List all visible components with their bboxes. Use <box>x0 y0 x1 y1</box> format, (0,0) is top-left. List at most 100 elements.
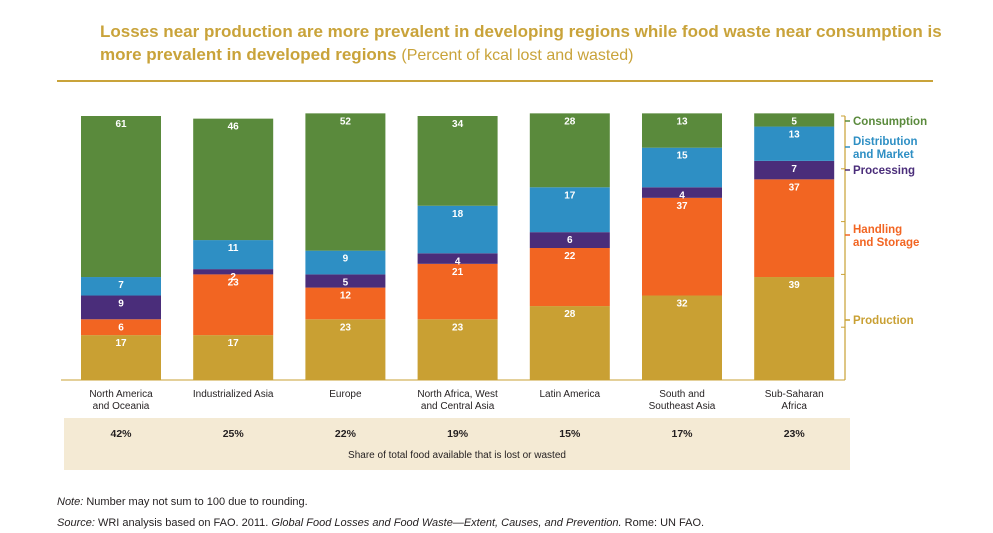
category-label-3: North Africa, West and Central Asia <box>417 389 498 412</box>
legend-processing: Processing <box>853 165 915 177</box>
data-label-processing-5: 4 <box>679 190 685 201</box>
note-prefix: Note: <box>57 496 84 508</box>
bar-processing-1 <box>193 269 274 275</box>
category-label-line: North America <box>89 389 153 400</box>
source-text-2: Rome: UN FAO. <box>621 517 705 529</box>
bar-consumption-2 <box>305 113 386 251</box>
data-label-processing-6: 7 <box>791 164 797 175</box>
bar-distribution-and-market-4 <box>529 187 610 233</box>
data-label-consumption-3: 34 <box>452 119 464 130</box>
data-label-production-1: 17 <box>228 338 240 349</box>
data-label-distribution-and-market-2: 9 <box>343 254 349 265</box>
source-publication: Global Food Losses and Food Waste—Extent… <box>271 517 622 529</box>
chart-subtitle: (Percent of kcal lost and wasted) <box>401 47 634 64</box>
bar-distribution-and-market-5 <box>642 147 722 188</box>
share-value-5: 17% <box>671 428 693 440</box>
share-value-1: 25% <box>223 428 245 440</box>
bar-processing-6 <box>754 160 835 180</box>
data-label-distribution-and-market-3: 18 <box>452 209 464 220</box>
data-label-consumption-1: 46 <box>228 122 240 133</box>
data-label-handling-and-storage-2: 12 <box>340 291 352 302</box>
legend-consumption: Consumption <box>853 116 927 128</box>
bar-production-6 <box>754 277 835 380</box>
title-rule <box>57 80 933 82</box>
bar-distribution-and-market-6 <box>754 126 835 161</box>
data-label-processing-1: 2 <box>230 272 236 283</box>
bar-handling-and-storage-1 <box>193 274 274 336</box>
legend-line: Production <box>853 315 914 327</box>
share-band <box>64 418 850 470</box>
bar-distribution-and-market-2 <box>305 250 386 275</box>
legend-handling-and-storage: Handling and Storage <box>853 224 919 249</box>
data-label-production-5: 32 <box>676 299 688 310</box>
data-label-handling-and-storage-0: 6 <box>118 322 124 333</box>
bar-distribution-and-market-0 <box>81 277 161 296</box>
note: Note: Number may not sum to 100 due to r… <box>57 496 308 508</box>
source-prefix: Source: <box>57 517 95 529</box>
category-label-line: and Oceania <box>93 401 150 412</box>
bar-handling-and-storage-2 <box>305 287 386 320</box>
category-label-2: Europe <box>329 389 362 400</box>
legend-line: and Market <box>853 149 914 161</box>
bar-handling-and-storage-4 <box>529 248 610 307</box>
bar-handling-and-storage-6 <box>754 179 835 278</box>
category-label-5: South and Southeast Asia <box>649 389 716 412</box>
category-label-line: Southeast Asia <box>649 401 716 412</box>
bar-production-2 <box>305 319 386 380</box>
bar-distribution-and-market-1 <box>193 240 274 270</box>
data-label-consumption-6: 5 <box>791 116 797 127</box>
share-value-3: 19% <box>447 428 469 440</box>
bar-production-5 <box>642 295 722 380</box>
data-label-distribution-and-market-1: 11 <box>228 243 239 254</box>
legend-line: Processing <box>853 165 915 177</box>
category-label-4: Latin America <box>540 389 601 400</box>
data-label-handling-and-storage-1: 23 <box>228 277 240 288</box>
data-label-processing-4: 6 <box>567 235 573 246</box>
data-label-production-2: 23 <box>340 322 352 333</box>
data-label-distribution-and-market-4: 17 <box>564 190 576 201</box>
data-label-consumption-0: 61 <box>115 119 127 130</box>
share-label: Share of total food available that is lo… <box>348 450 566 461</box>
share-value-4: 15% <box>559 428 581 440</box>
share-value-0: 42% <box>110 428 132 440</box>
data-label-distribution-and-market-6: 13 <box>789 130 801 141</box>
data-label-production-3: 23 <box>452 322 464 333</box>
share-value-6: 23% <box>784 428 806 440</box>
share-value-2: 22% <box>335 428 357 440</box>
data-label-production-4: 28 <box>564 309 576 320</box>
category-label-line: Africa <box>781 401 807 412</box>
source: Source: WRI analysis based on FAO. 2011.… <box>57 517 704 529</box>
bar-handling-and-storage-3 <box>417 263 498 320</box>
data-label-distribution-and-market-0: 7 <box>118 280 124 291</box>
chart-title: Losses near production are more prevalen… <box>100 20 960 67</box>
data-label-handling-and-storage-6: 37 <box>789 182 801 193</box>
bar-consumption-3 <box>417 116 498 206</box>
data-label-processing-0: 9 <box>118 299 124 310</box>
bar-consumption-5 <box>642 113 722 148</box>
bar-processing-2 <box>305 274 386 288</box>
source-text-1: WRI analysis based on FAO. 2011. <box>94 517 272 529</box>
data-label-consumption-2: 52 <box>340 116 352 127</box>
data-label-distribution-and-market-5: 15 <box>676 151 688 162</box>
category-label-line: Europe <box>329 389 362 400</box>
legend-distribution-and-market: Distribution and Market <box>853 136 918 161</box>
bar-consumption-1 <box>193 118 274 241</box>
data-label-consumption-4: 28 <box>564 116 576 127</box>
data-label-production-6: 39 <box>789 280 801 291</box>
category-label-line: Industrialized Asia <box>193 389 274 400</box>
bar-processing-3 <box>417 253 498 264</box>
category-label-line: and Central Asia <box>421 401 495 412</box>
legend-line: Distribution <box>853 136 918 148</box>
legend-line: and Storage <box>853 237 919 249</box>
bar-production-1 <box>193 335 274 380</box>
bar-processing-4 <box>529 232 610 248</box>
chart-title-main: Losses near production are more prevalen… <box>100 22 942 64</box>
category-label-line: Sub-Saharan <box>765 389 824 400</box>
data-label-handling-and-storage-4: 22 <box>564 251 576 262</box>
bar-handling-and-storage-5 <box>642 197 722 296</box>
legend-line: Handling <box>853 224 902 236</box>
bar-production-3 <box>417 319 498 380</box>
note-text: Number may not sum to 100 due to roundin… <box>83 496 308 508</box>
bar-consumption-4 <box>529 113 610 188</box>
